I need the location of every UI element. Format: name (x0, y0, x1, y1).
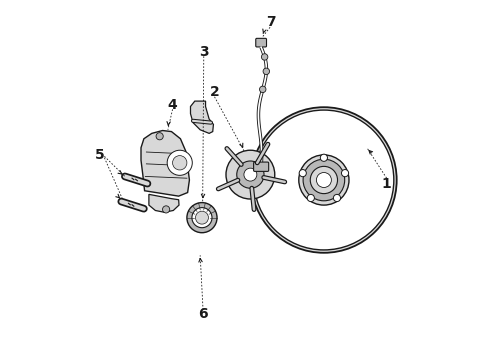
Circle shape (299, 155, 349, 205)
Circle shape (254, 110, 394, 250)
Text: 5: 5 (95, 148, 105, 162)
Circle shape (244, 168, 257, 181)
Text: 7: 7 (266, 15, 276, 29)
Circle shape (167, 150, 192, 175)
Circle shape (187, 203, 217, 233)
Circle shape (237, 161, 264, 188)
Text: 2: 2 (210, 85, 220, 99)
Circle shape (163, 206, 170, 213)
Circle shape (320, 154, 327, 161)
Circle shape (342, 170, 348, 177)
Text: 6: 6 (198, 307, 208, 321)
Circle shape (226, 150, 275, 199)
Text: 3: 3 (199, 45, 209, 59)
Polygon shape (191, 101, 214, 134)
FancyBboxPatch shape (256, 39, 267, 47)
FancyBboxPatch shape (254, 162, 269, 171)
Circle shape (196, 211, 208, 224)
Circle shape (310, 166, 338, 194)
Circle shape (303, 159, 344, 201)
Circle shape (333, 194, 341, 202)
Circle shape (192, 208, 212, 228)
Circle shape (317, 172, 331, 188)
Circle shape (172, 156, 187, 170)
Circle shape (156, 133, 163, 140)
Circle shape (263, 68, 270, 75)
Circle shape (299, 170, 306, 177)
Circle shape (307, 194, 315, 202)
Circle shape (251, 107, 397, 253)
Circle shape (261, 54, 268, 60)
Text: 4: 4 (168, 98, 177, 112)
Text: 1: 1 (382, 177, 392, 190)
Circle shape (260, 86, 266, 93)
Polygon shape (149, 194, 179, 212)
Polygon shape (141, 131, 190, 196)
